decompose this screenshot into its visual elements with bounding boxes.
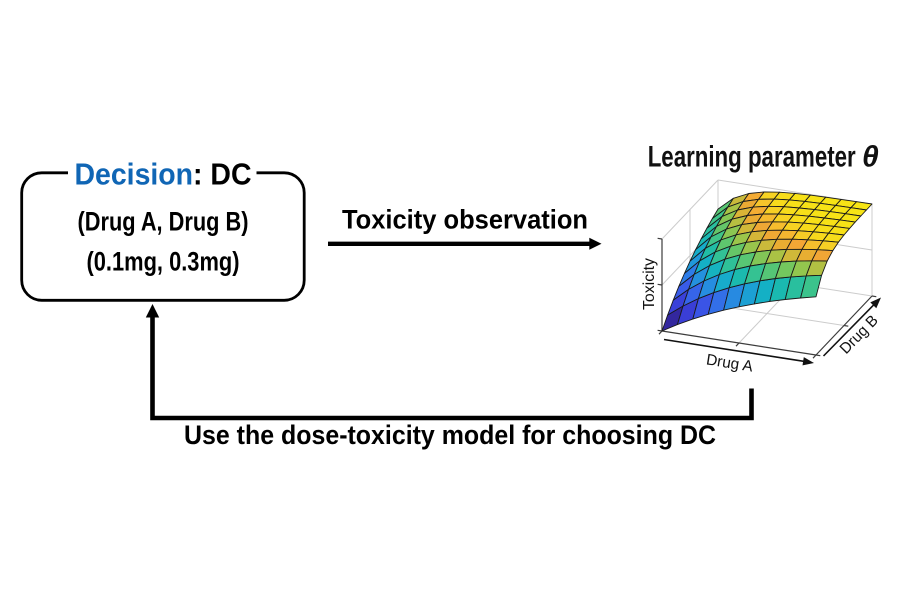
svg-text:Use the dose-toxicity model fo: Use the dose-toxicity model for choosing…: [184, 420, 716, 450]
svg-text:(0.1mg, 0.3mg): (0.1mg, 0.3mg): [87, 247, 240, 277]
svg-text:(Drug A, Drug B): (Drug A, Drug B): [78, 207, 249, 237]
svg-text:Decision: DC: Decision: DC: [75, 158, 252, 192]
svg-text:Toxicity: Toxicity: [641, 258, 658, 310]
svg-text:Toxicity observation: Toxicity observation: [342, 204, 588, 234]
svg-text:Learning parameter: Learning parameter: [648, 141, 856, 174]
svg-text:θ: θ: [862, 141, 879, 174]
